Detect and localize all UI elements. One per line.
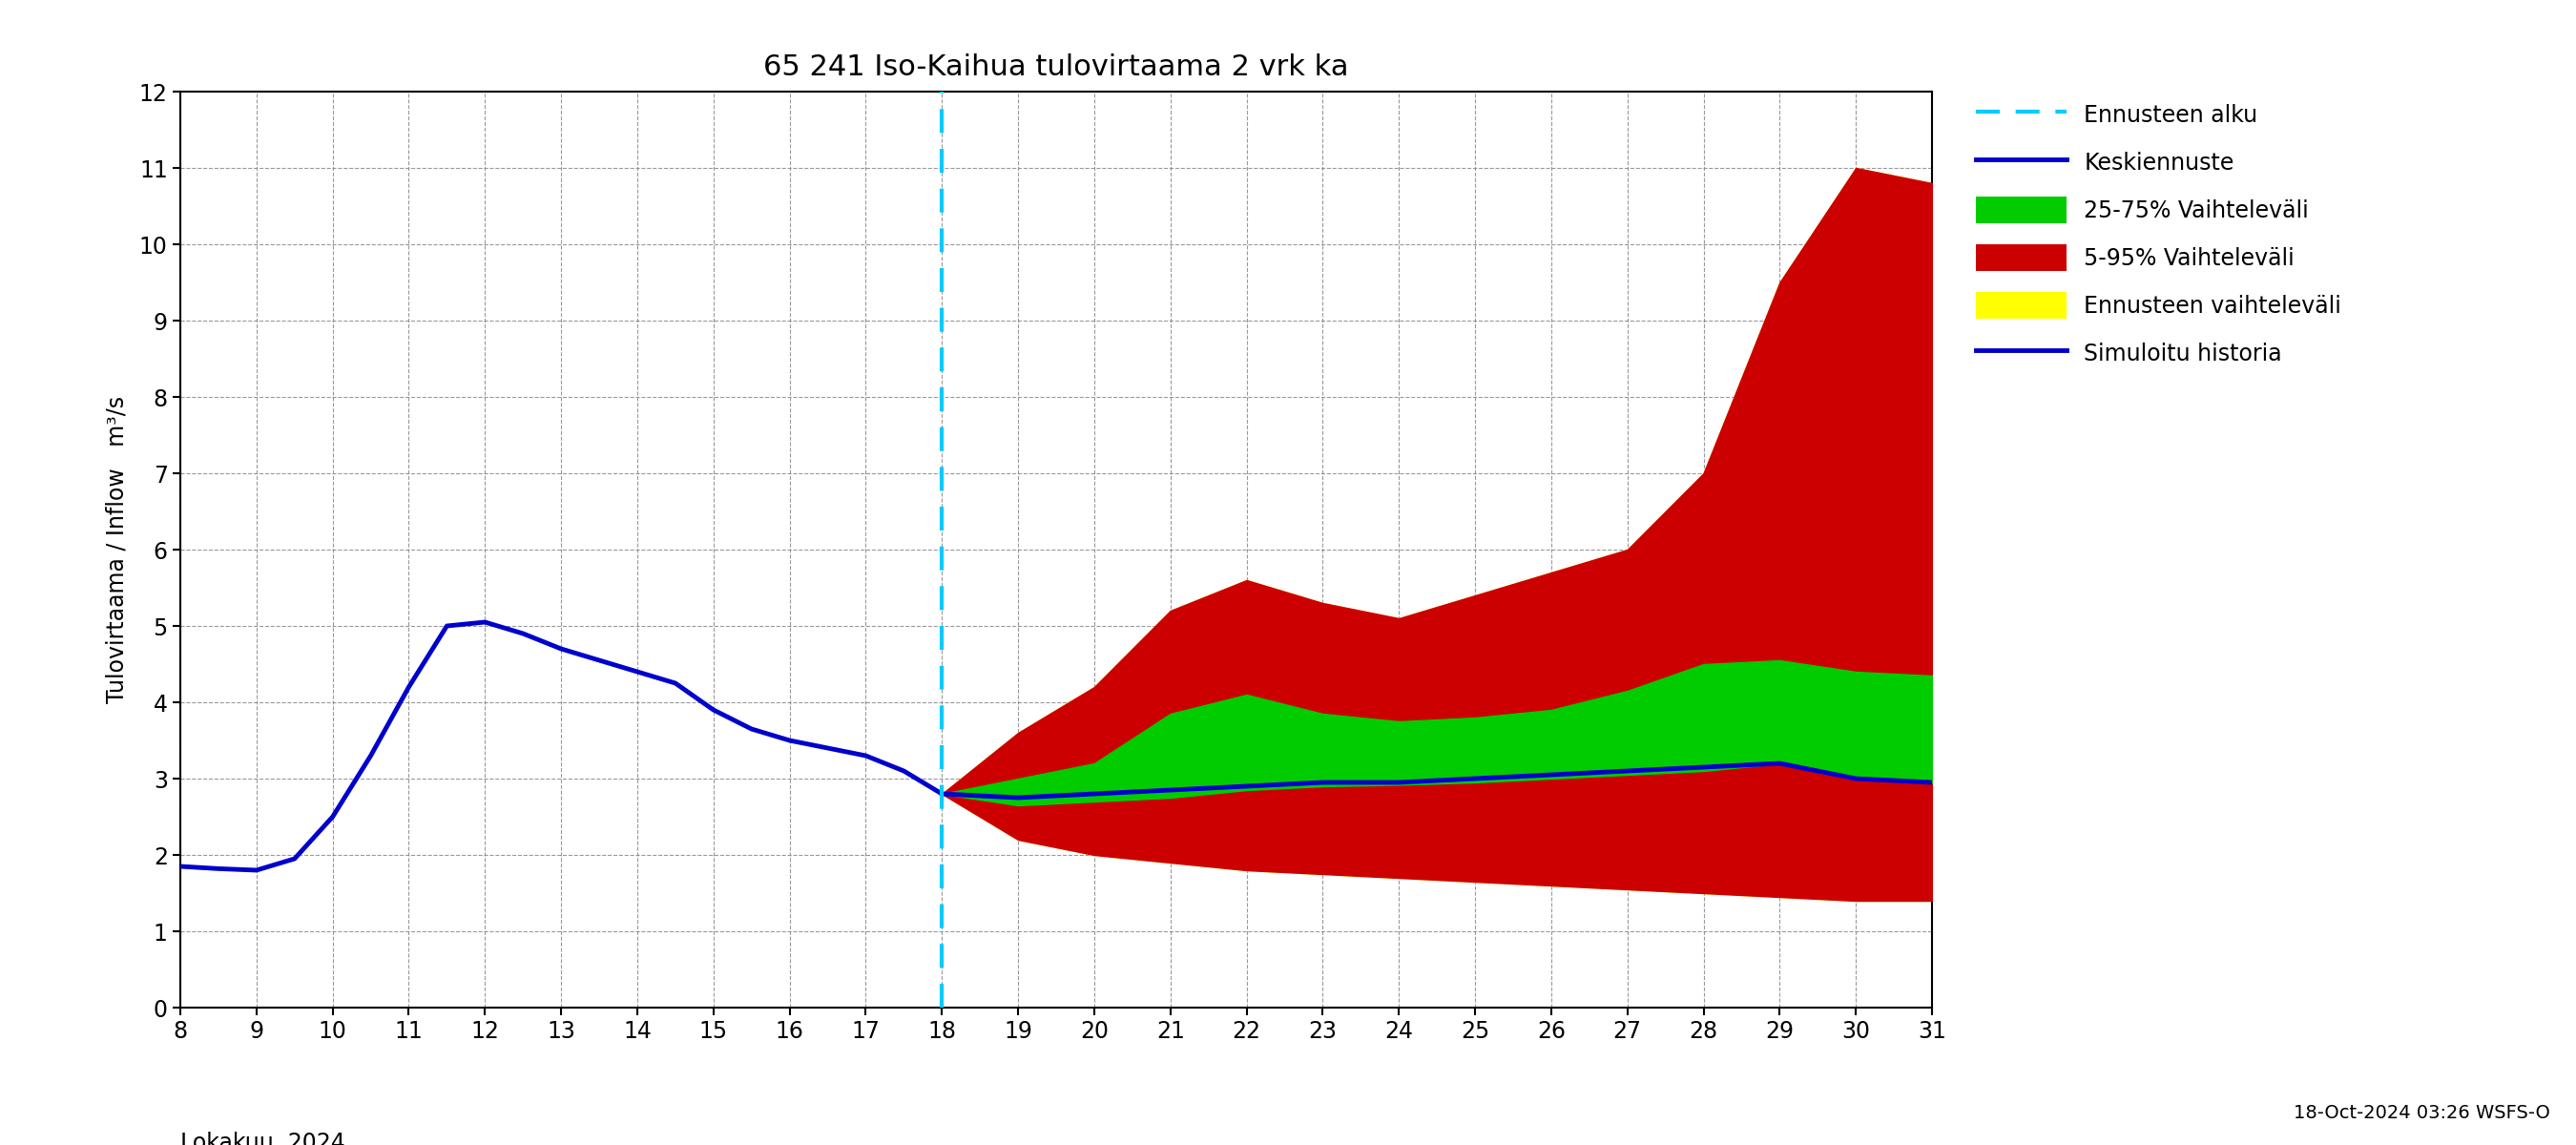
Text: 18-Oct-2024 03:26 WSFS-O: 18-Oct-2024 03:26 WSFS-O xyxy=(2293,1104,2550,1122)
Title: 65 241 Iso-Kaihua tulovirtaama 2 vrk ka: 65 241 Iso-Kaihua tulovirtaama 2 vrk ka xyxy=(762,54,1350,81)
Legend: Ennusteen alku, Keskiennuste, 25-75% Vaihteleväli, 5-95% Vaihteleväli, Ennusteen: Ennusteen alku, Keskiennuste, 25-75% Vai… xyxy=(1968,92,2352,376)
Y-axis label: Tulovirtaama / Inflow   m³/s: Tulovirtaama / Inflow m³/s xyxy=(106,396,129,703)
Text: Lokakuu  2024
October: Lokakuu 2024 October xyxy=(180,1131,345,1145)
